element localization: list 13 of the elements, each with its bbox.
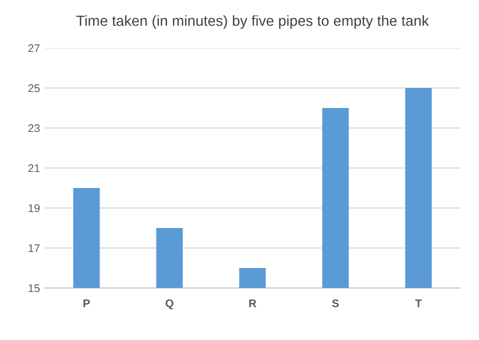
y-tick-label: 17: [28, 244, 40, 252]
chart-title: Time taken (in minutes) by five pipes to empty the tank: [76, 15, 429, 29]
x-tick-label: P: [84, 300, 90, 308]
y-tick-label: 25: [28, 84, 40, 92]
y-tick-label: 21: [28, 164, 40, 172]
x-tick-label: S: [332, 299, 339, 308]
y-tick-label: 19: [28, 204, 40, 212]
x-tick-label: R: [249, 300, 256, 308]
x-tick-label: T: [415, 300, 422, 308]
y-tick-label: 23: [28, 124, 40, 132]
x-tick-label: Q: [166, 299, 174, 310]
y-tick-label: 27: [28, 44, 40, 52]
y-tick-label: 15: [28, 284, 40, 292]
